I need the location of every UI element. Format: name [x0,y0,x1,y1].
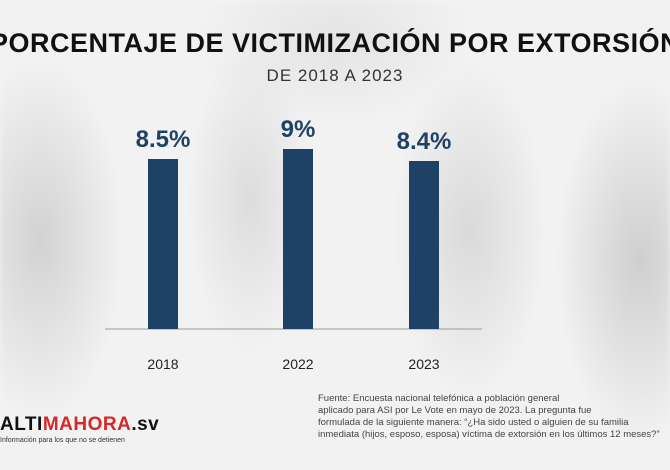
x-tick-label-2022: 2022 [282,356,313,372]
x-tick-label-2023: 2023 [408,356,439,372]
source-line: formulada de la siguiente manera: “¿Ha s… [318,417,629,428]
data-label-2023: 8.4% [397,128,452,155]
chart-title: PORCENTAJE DE VICTIMIZACIÓN POR EXTORSIÓ… [0,28,670,58]
source-line: inmediata (hijos, esposo, esposa) víctim… [318,429,660,440]
logo-tagline: Información para los que no se detienen [0,437,125,444]
source-note: Fuente: Encuesta nacional telefónica a p… [318,393,670,441]
bar-2018 [148,159,178,329]
x-tick-label-2018: 2018 [147,356,178,372]
chart-subtitle: DE 2018 A 2023 [266,66,404,85]
data-label-2022: 9% [281,116,316,143]
logo-accent: MAHORA [42,414,132,435]
source-line: Fuente: Encuesta nacional telefónica a p… [318,393,560,404]
data-label-2018: 8.5% [136,126,191,153]
logo-suffix: .sv [131,414,160,435]
logo-prefix: ALTI [0,414,43,435]
logo-wordmark: ALTIMAHORA.sv [0,414,200,436]
altimahora-logo[interactable]: ALTIMAHORA.sv Información para los que n… [0,414,200,444]
bar-2022 [283,149,313,329]
source-line: aplicado para ASI por Le Vote en mayo de… [318,405,592,416]
bar-2023 [409,161,439,329]
